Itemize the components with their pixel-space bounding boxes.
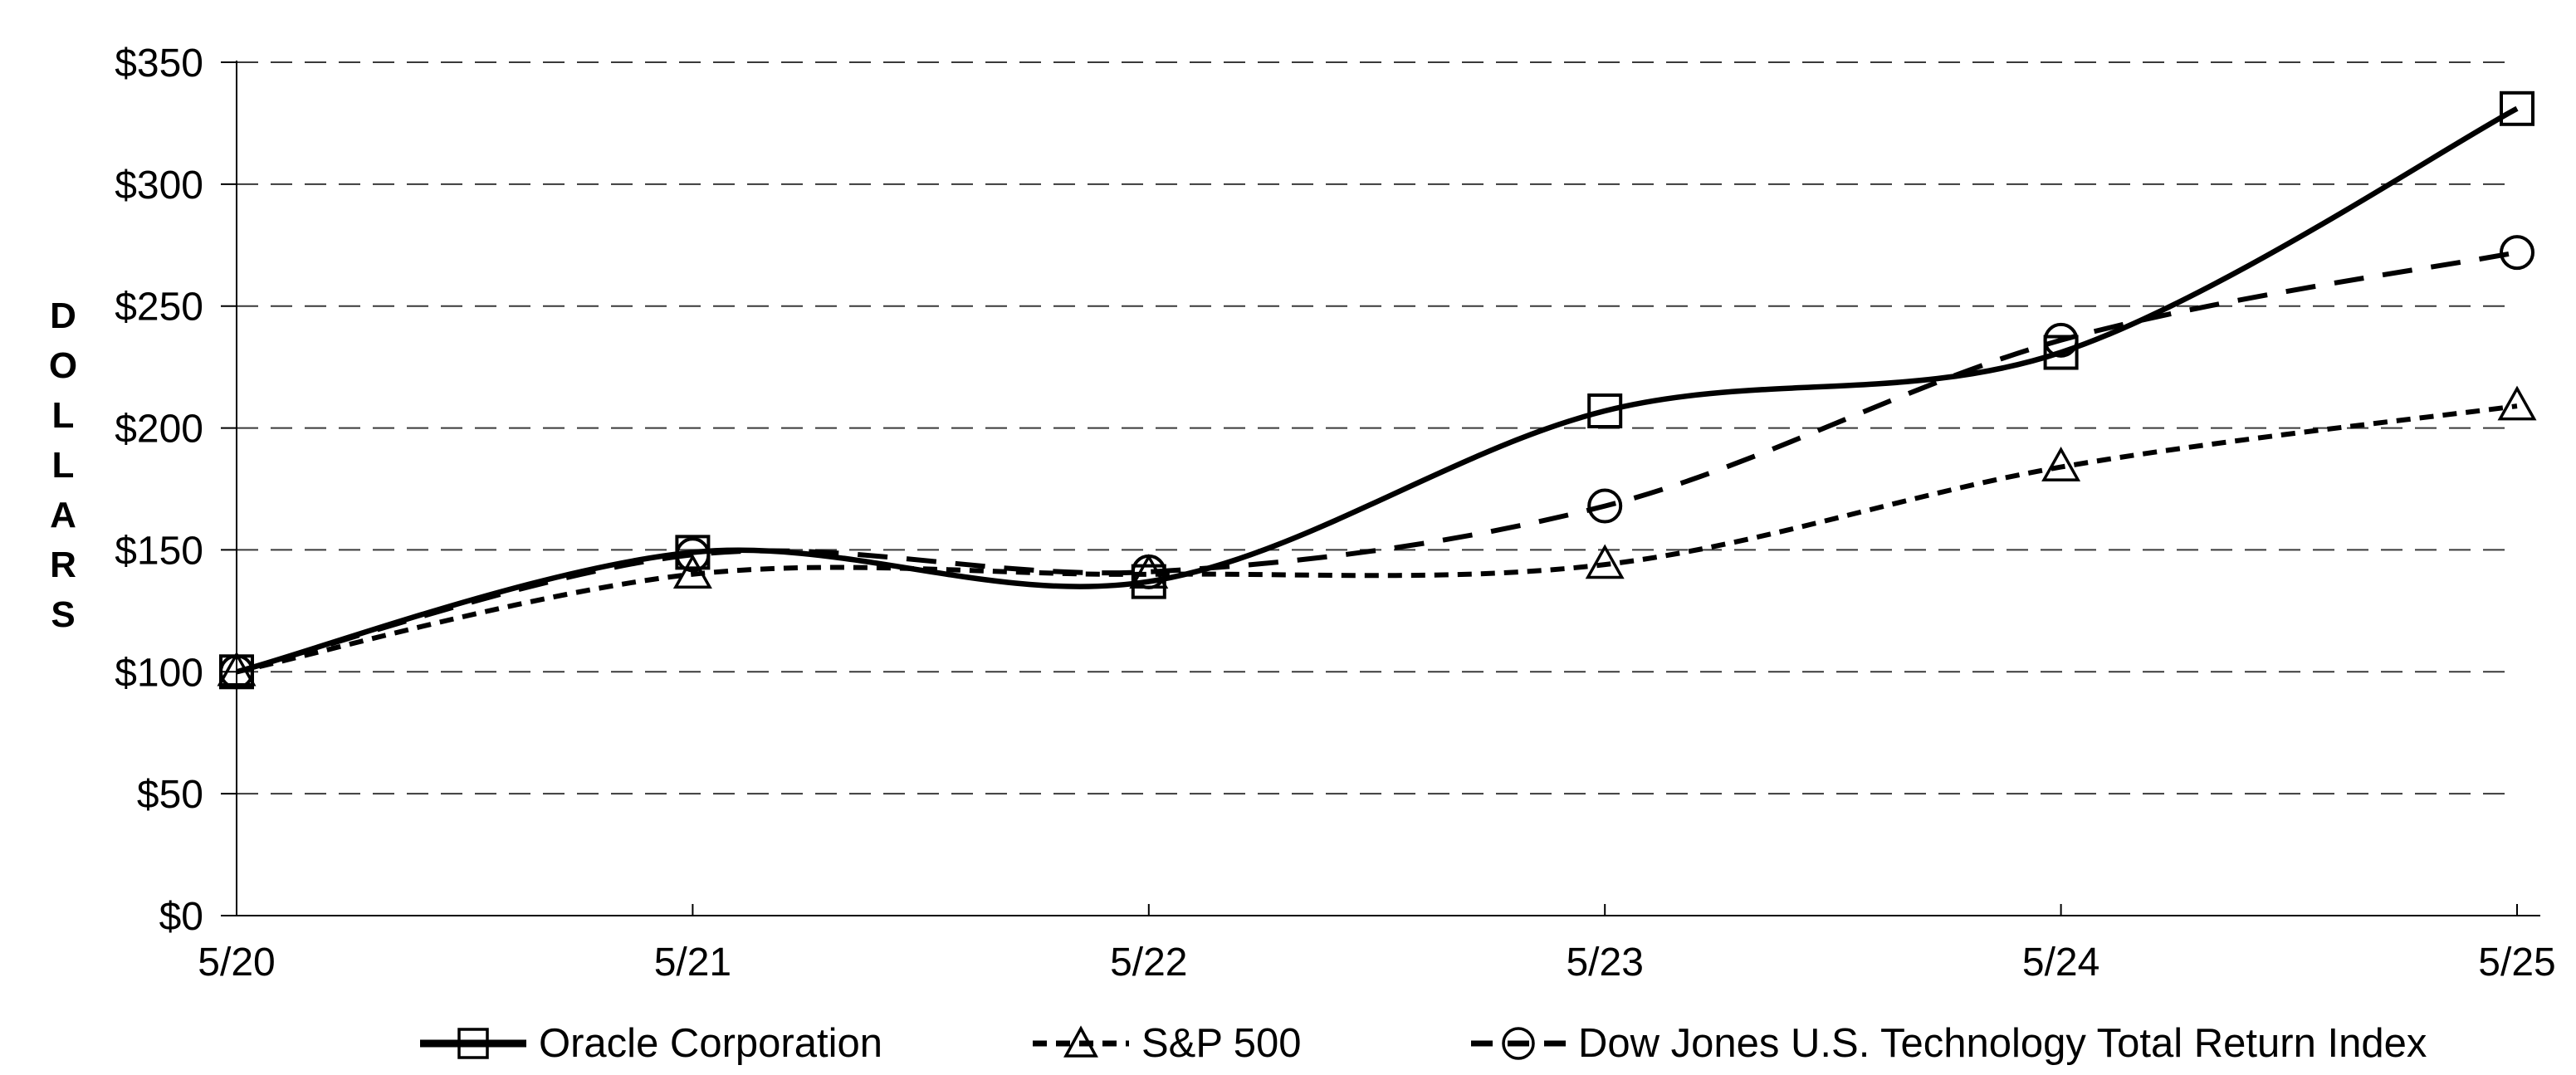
y-tick-label: $0 [159, 895, 203, 939]
marker-circle-dow-jones-u-s-technology-total-return-index [2043, 322, 2079, 358]
y-tick-label: $200 [115, 408, 203, 452]
marker-square-oracle-corporation [2043, 335, 2079, 370]
y-tick-label: $350 [115, 42, 203, 86]
marker-triangle-s-p-500 [1585, 544, 1625, 579]
marker-circle-dow-jones-u-s-technology-total-return-index [1587, 488, 1623, 524]
y-axis-title-letter: A [50, 495, 76, 535]
y-tick-label: $300 [115, 164, 203, 208]
marker-circle-dow-jones-u-s-technology-total-return-index [1131, 554, 1166, 589]
marker-circle-dow-jones-u-s-technology-total-return-index [2500, 235, 2534, 271]
marker-triangle-s-p-500 [217, 651, 257, 687]
x-tick-label: 5/24 [2022, 941, 2099, 985]
y-tick-label: $100 [115, 651, 203, 695]
y-tick-label: $50 [137, 773, 203, 817]
x-tick-label: 5/21 [654, 941, 731, 985]
y-axis-title-letter: L [51, 445, 75, 486]
x-tick-label: 5/22 [1110, 941, 1187, 985]
series-line-dow-jones-u-s-technology-total-return-index [236, 250, 2518, 675]
marker-square-oracle-corporation [1587, 393, 1623, 429]
marker-triangle-s-p-500 [2041, 446, 2081, 481]
y-axis-title-letter: D [50, 296, 76, 336]
x-tick-label: 5/25 [2478, 941, 2555, 985]
y-axis-title-letter: O [48, 345, 78, 386]
x-tick-label: 5/20 [198, 941, 275, 985]
y-tick-label: $250 [115, 286, 203, 330]
marker-square-oracle-corporation [1131, 564, 1166, 599]
y-axis-title-letter: S [51, 594, 76, 635]
series-line-s-p-500 [236, 403, 2518, 675]
series-line-oracle-corporation [236, 105, 2519, 675]
marker-circle-dow-jones-u-s-technology-total-return-index [675, 537, 711, 573]
y-axis-title-letter: L [51, 395, 75, 436]
marker-triangle-s-p-500 [2497, 385, 2537, 421]
x-tick-label: 5/23 [1566, 941, 1643, 985]
marker-circle-dow-jones-u-s-technology-total-return-index [219, 654, 254, 690]
y-axis-title-letter: R [50, 545, 76, 585]
y-tick-label: $150 [115, 529, 203, 573]
marker-square-oracle-corporation [2500, 90, 2534, 126]
marker-triangle-s-p-500 [672, 554, 712, 589]
